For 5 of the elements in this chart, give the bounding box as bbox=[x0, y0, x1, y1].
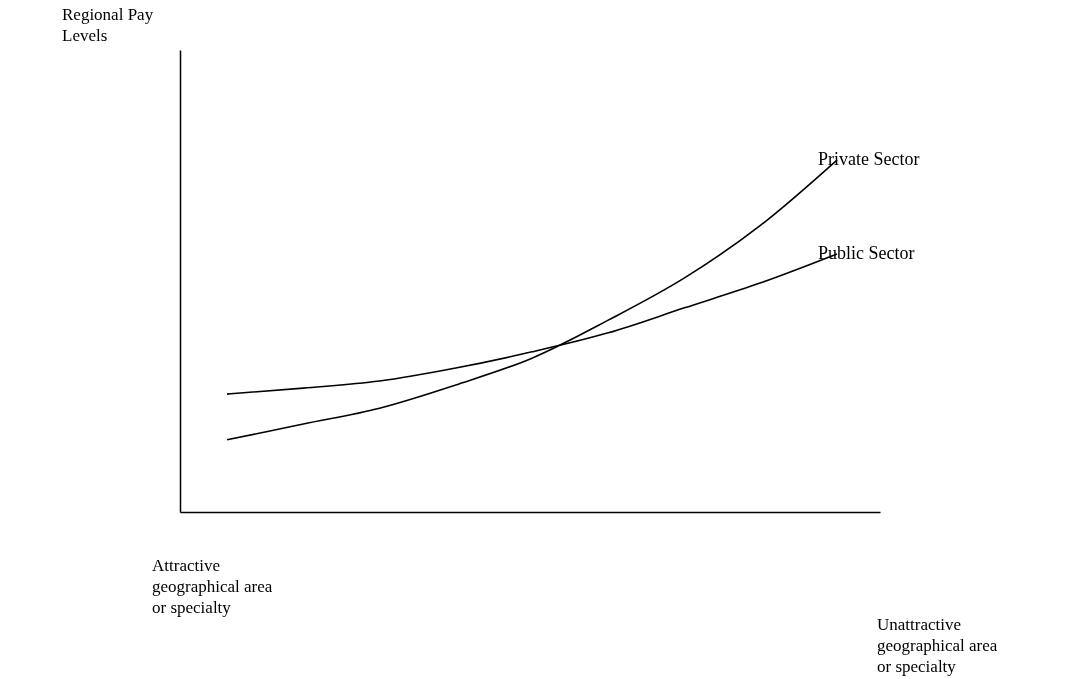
series-label: Public Sector bbox=[818, 242, 915, 263]
series-label: Private Sector bbox=[818, 149, 920, 169]
text: Attractive geographical area or specialty bbox=[152, 555, 274, 618]
text: Unattractive geographical area or specialty bbox=[877, 614, 999, 677]
text: Regional Pay Levels bbox=[62, 4, 155, 46]
